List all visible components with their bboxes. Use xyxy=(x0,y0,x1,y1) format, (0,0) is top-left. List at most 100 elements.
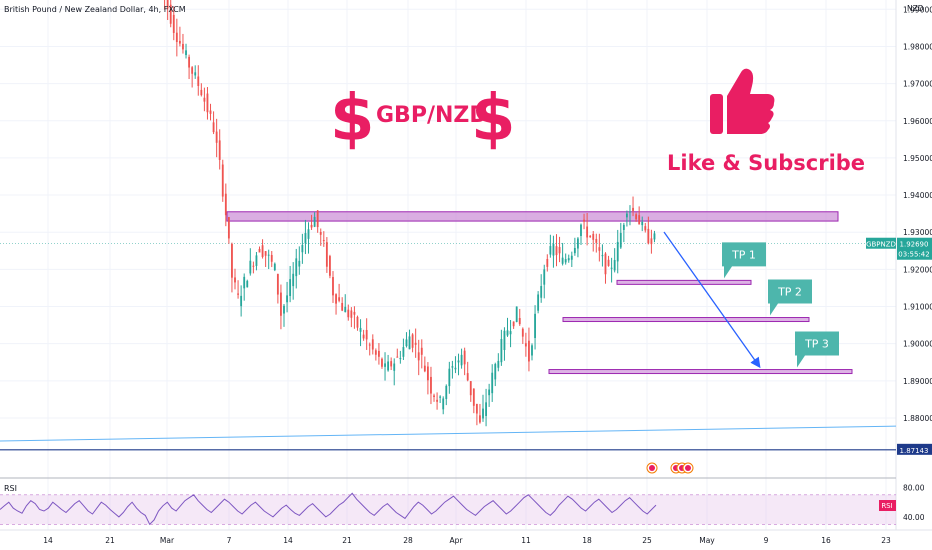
candle-body xyxy=(601,255,604,257)
candle-body xyxy=(341,302,344,311)
candle-body xyxy=(552,244,555,256)
candle-body xyxy=(252,265,255,267)
candle-body xyxy=(460,354,463,366)
candle-body xyxy=(564,259,567,263)
support-line[interactable] xyxy=(0,243,896,451)
candle-body xyxy=(335,294,337,304)
candle-body xyxy=(509,331,512,335)
candle-body xyxy=(212,122,215,133)
candle-body xyxy=(543,269,546,285)
candle-body xyxy=(231,243,233,278)
price-tick: 1.88000 xyxy=(903,414,932,423)
candle-body xyxy=(169,4,172,24)
candle-body xyxy=(491,372,494,394)
candle-body xyxy=(286,295,288,303)
candle-body xyxy=(191,67,194,74)
pair-label: GBP/NZD xyxy=(376,103,488,128)
candle-body xyxy=(408,336,411,350)
candle-body xyxy=(586,226,589,238)
time-tick: 14 xyxy=(283,536,293,545)
candle-body xyxy=(390,361,393,367)
candle-body xyxy=(350,310,353,318)
candle-body xyxy=(182,43,184,50)
tp-label: TP 1 xyxy=(731,248,756,261)
candle-body xyxy=(417,352,420,361)
candle-body xyxy=(531,345,533,356)
candle-body xyxy=(589,235,592,237)
candle-body xyxy=(463,350,466,365)
candle-body xyxy=(381,358,383,367)
candle-body xyxy=(414,342,417,345)
time-tick: 7 xyxy=(227,536,232,545)
candle-body xyxy=(319,231,322,235)
take-profit-targets[interactable]: TP 1 TP 2 TP 3 xyxy=(548,242,853,375)
time-tick: May xyxy=(699,536,715,545)
candle-body xyxy=(555,246,558,256)
candle-body xyxy=(629,211,631,213)
candle-body xyxy=(399,358,402,360)
candle-body xyxy=(423,365,426,372)
tp-callout xyxy=(795,331,839,368)
candle-body xyxy=(561,257,564,264)
candle-body xyxy=(307,229,310,239)
candle-body xyxy=(255,255,258,266)
candle-body xyxy=(451,366,454,368)
chart-title: British Pound / New Zealand Dollar, 4h, … xyxy=(4,5,186,14)
candle-body xyxy=(243,276,246,289)
candle-body xyxy=(325,242,328,267)
candle-body xyxy=(573,247,576,254)
tp-callout xyxy=(768,279,812,316)
candle-body xyxy=(472,388,475,406)
candle-body xyxy=(200,89,203,96)
candle-body xyxy=(420,347,423,355)
candle-body xyxy=(322,240,325,242)
trend-line[interactable] xyxy=(0,425,897,442)
event-badges[interactable] xyxy=(646,462,694,474)
candle-body xyxy=(203,97,206,102)
like-subscribe-text: Like & Subscribe xyxy=(667,151,865,175)
candle-body xyxy=(540,286,543,298)
time-tick: 28 xyxy=(403,536,413,545)
candle-body xyxy=(185,50,187,56)
projection-arrow[interactable] xyxy=(663,231,761,369)
candle-body xyxy=(206,93,209,113)
candle-body xyxy=(371,339,374,350)
dollar-sign-left: $ xyxy=(330,82,375,156)
candle-body xyxy=(215,131,218,143)
candle-body xyxy=(194,72,197,76)
candle-body xyxy=(580,224,582,237)
tp-line xyxy=(616,279,752,285)
candle-body xyxy=(583,219,585,222)
symbol-badge xyxy=(866,237,896,249)
candle-body xyxy=(365,329,368,340)
candle-body xyxy=(433,395,435,397)
candle-body xyxy=(475,403,478,414)
candle-body xyxy=(301,244,304,253)
candle-body xyxy=(298,260,301,267)
resistance-zones[interactable] xyxy=(226,211,839,222)
time-tick: 11 xyxy=(521,536,531,545)
tp-label: TP 3 xyxy=(804,338,829,351)
candle-body xyxy=(653,233,656,240)
tp-callout xyxy=(722,242,766,279)
candle-body xyxy=(338,297,341,301)
candle-body xyxy=(497,360,500,368)
time-tick: Mar xyxy=(160,536,175,545)
resistance-zone xyxy=(226,211,839,222)
candle-body xyxy=(622,224,625,230)
candle-body xyxy=(632,207,634,211)
dollar-sign-right: $ xyxy=(471,82,516,156)
price-tick: 1.93000 xyxy=(903,228,932,237)
big-overlay: $ GBP/NZD $ xyxy=(330,82,516,156)
price-axis: 1.99000 1.98000 1.97000 1.96000 1.95000 1.940… xyxy=(903,5,932,423)
candle-body xyxy=(616,241,619,262)
candle-body xyxy=(310,224,313,228)
time-tick: 23 xyxy=(881,536,891,545)
support-price-text: 1.87143 xyxy=(900,447,929,455)
candle-body xyxy=(567,258,570,261)
trend-line-segment xyxy=(0,425,897,442)
last-price-badge xyxy=(897,237,932,260)
price-tick: 1.92000 xyxy=(903,265,932,274)
candle-body xyxy=(411,334,414,348)
